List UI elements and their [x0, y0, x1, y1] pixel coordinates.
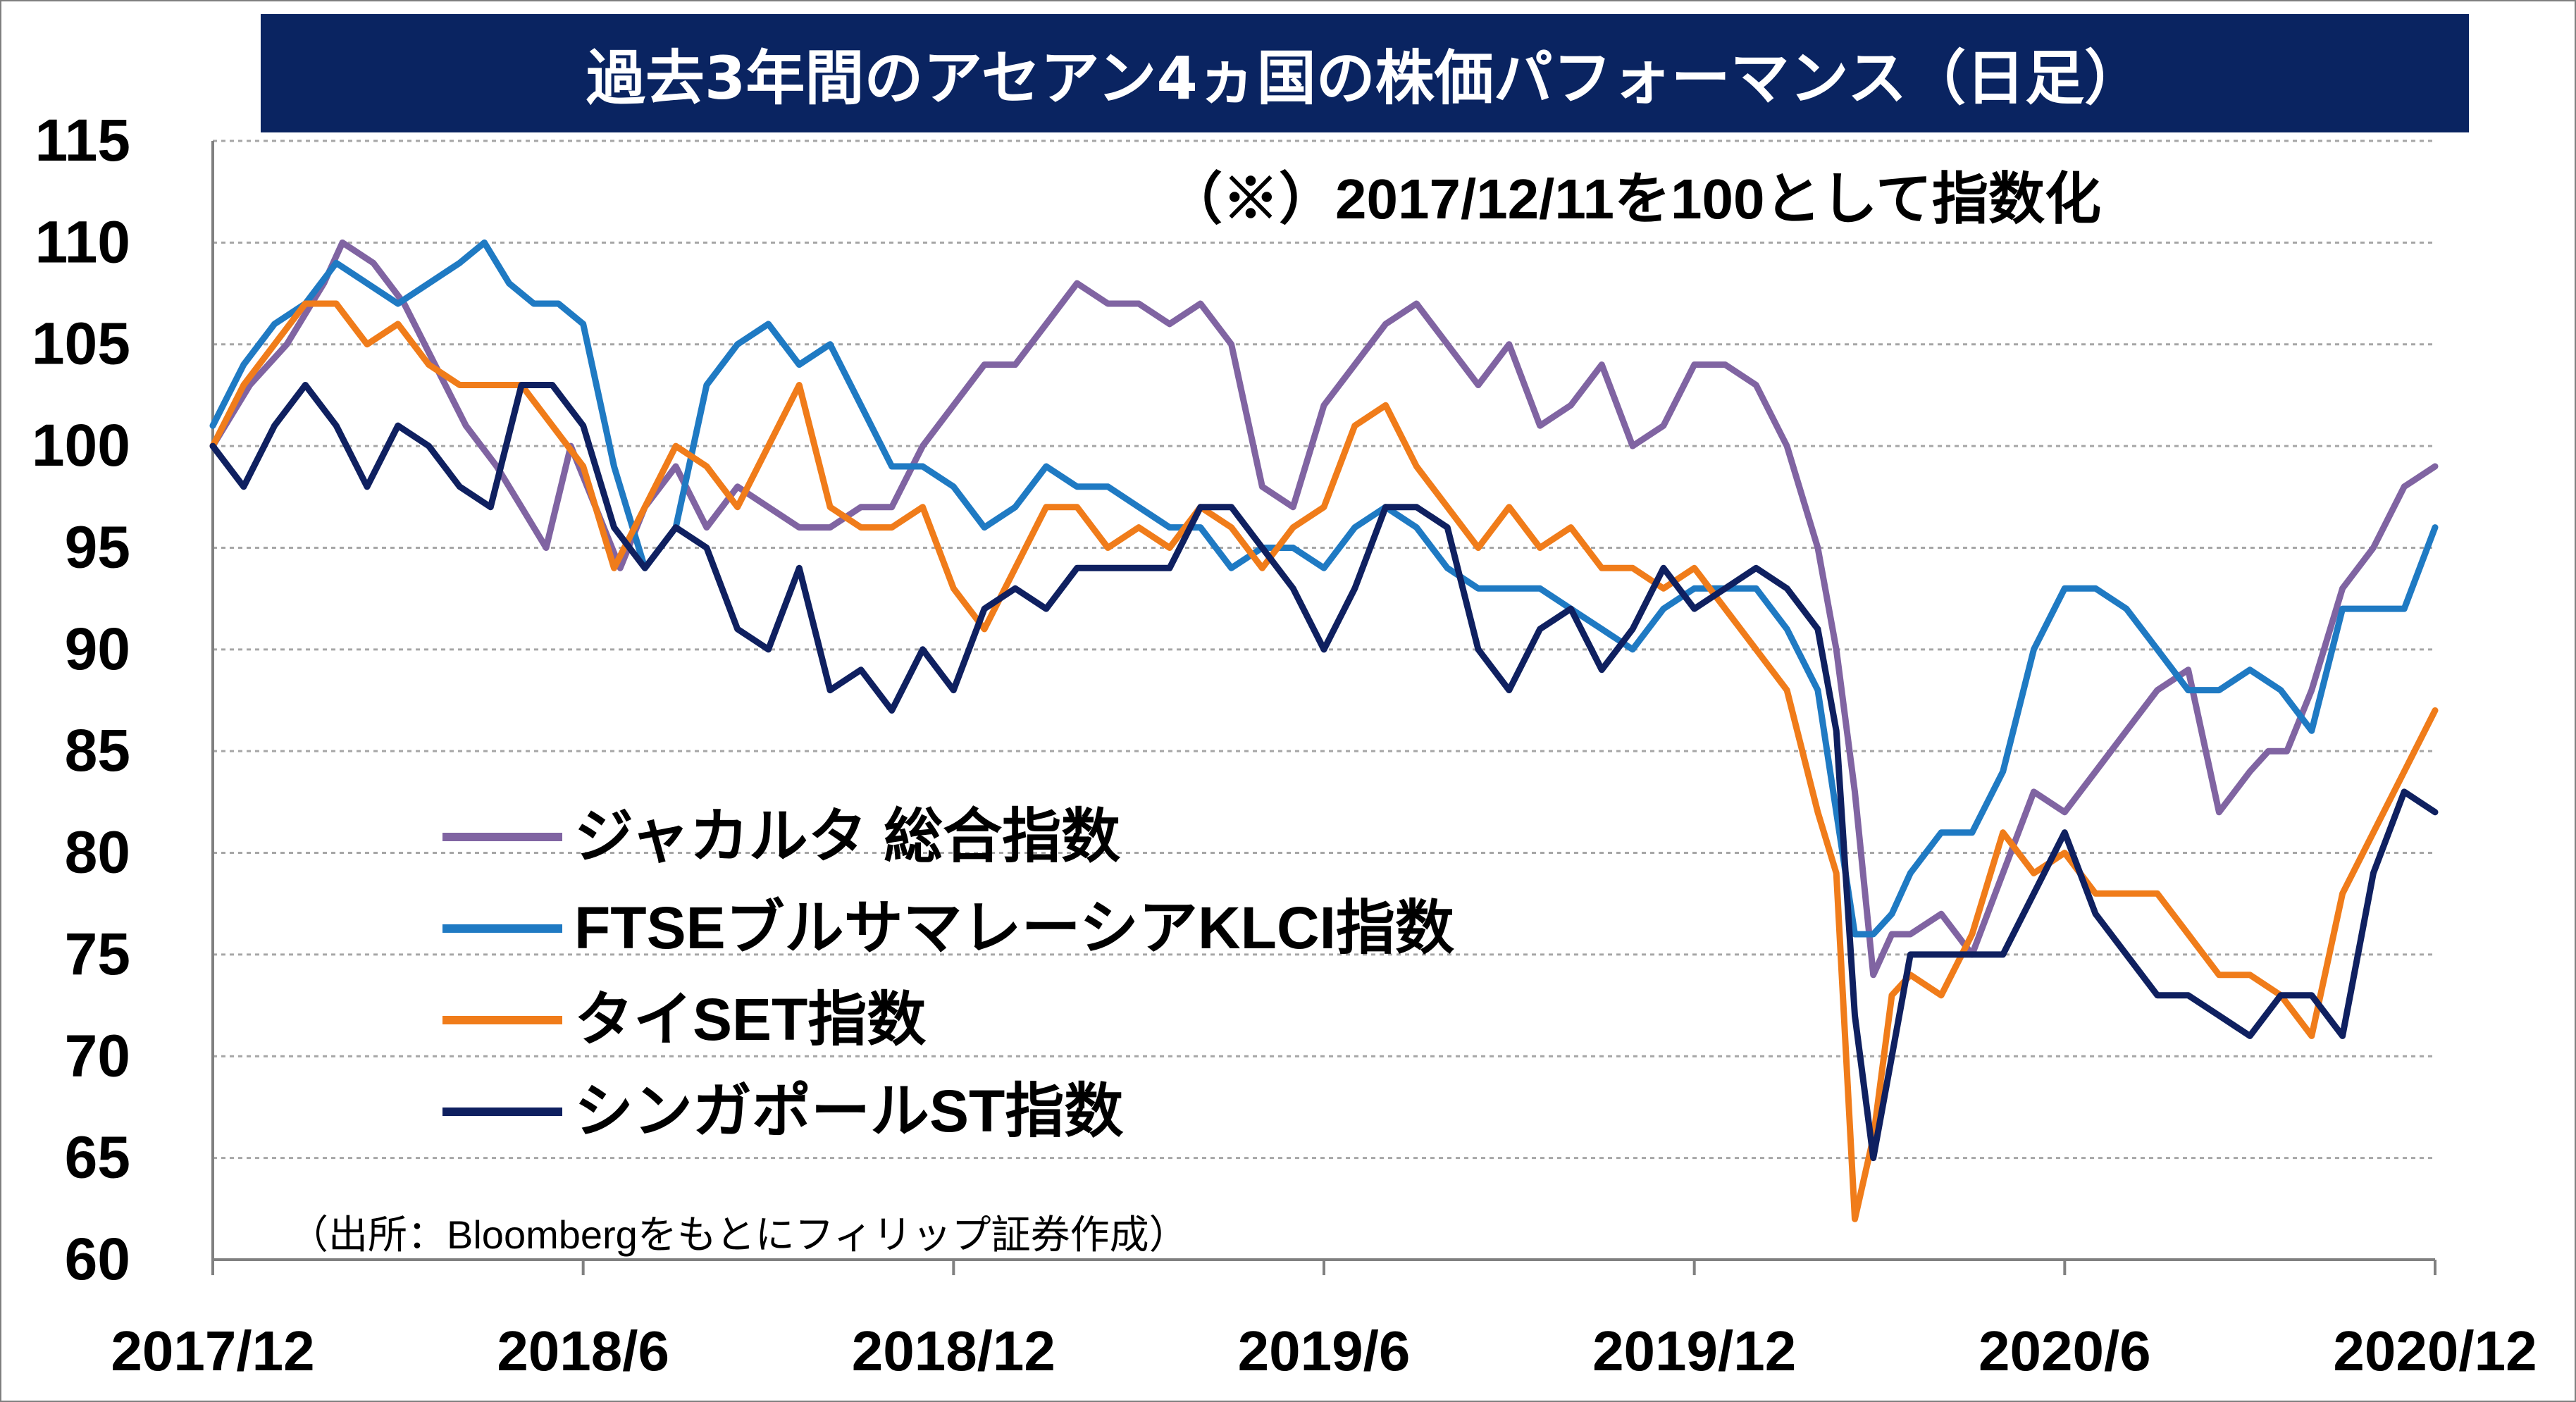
y-tick-label: 105: [32, 311, 130, 377]
x-tick-label: 2019/12: [1592, 1320, 1796, 1382]
legend: ジャカルタ 総合指数 FTSEブルサマレーシアKLCI指数タイSET指数シンガポー…: [442, 803, 1454, 1144]
legend-label: シンガポールST指数: [574, 1078, 1123, 1144]
x-tick-label: 2018/12: [852, 1320, 1055, 1382]
y-tick-label: 115: [35, 107, 130, 173]
legend-label: ジャカルタ 総合指数: [574, 803, 1120, 869]
series-lines: [209, 239, 2439, 1222]
x-tick-label: 2019/6: [1238, 1320, 1411, 1382]
legend-label: タイSET指数: [574, 986, 926, 1053]
y-tick-label: 60: [65, 1226, 130, 1292]
y-tick-label: 65: [65, 1124, 130, 1191]
x-tick-label: 2018/6: [497, 1320, 669, 1382]
legend-label: FTSEブルサマレーシアKLCI指数: [574, 895, 1454, 961]
y-tick-label: 110: [35, 209, 130, 275]
series-line-2: [209, 239, 2439, 938]
x-tick-label: 2017/12: [111, 1320, 314, 1382]
series-line-1: [209, 239, 2439, 979]
y-tick-label: 80: [65, 819, 130, 886]
series-line-4: [209, 382, 2439, 1162]
y-tick-label: 90: [65, 616, 130, 682]
chart-note: （※）2017/12/11を100として指数化: [1166, 168, 2101, 230]
y-tick-label: 100: [32, 412, 130, 478]
y-tick-label: 85: [65, 717, 130, 783]
axes: 115 110 105 100 95 90 85 80 75 70 65 60 2017/12 2018/…: [32, 107, 2537, 1382]
source-note: （出所：Bloombergをもとにフィリップ証券作成）: [289, 1212, 1189, 1257]
y-tick-label: 95: [65, 514, 130, 580]
chart-title: 過去3年間のアセアン4ヵ国の株価パフォーマンス（日足）: [261, 14, 2469, 132]
y-tick-label: 70: [65, 1022, 130, 1088]
y-tick-label: 75: [65, 921, 130, 987]
x-tick-label: 2020/6: [1979, 1320, 2151, 1382]
x-tick-label: 2020/12: [2333, 1320, 2537, 1382]
